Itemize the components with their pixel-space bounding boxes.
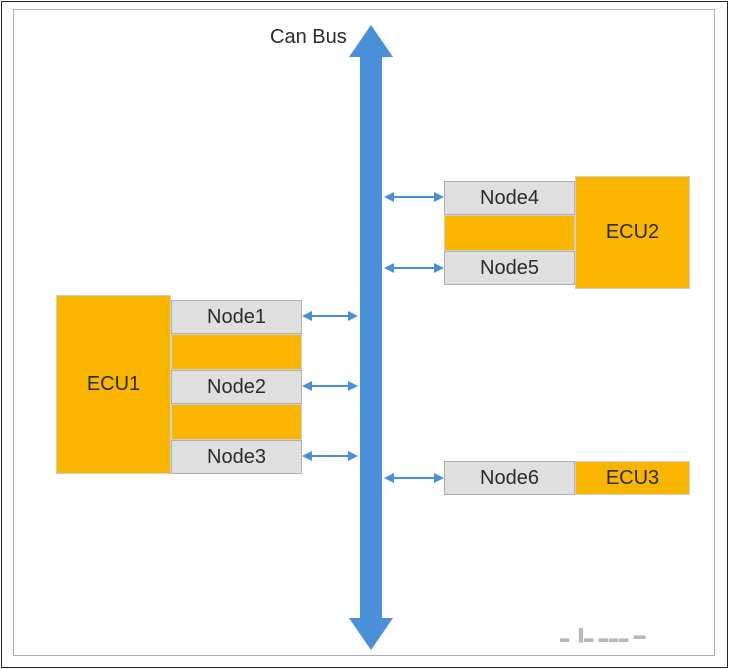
box-ecu1: ECU1 (56, 295, 171, 474)
box-ecu2: ECU2 (575, 176, 690, 289)
box-gap1b (171, 404, 302, 440)
watermark: ▂ ▐▂ ▂▂▂ ▬ (560, 628, 647, 642)
box-gap2 (444, 215, 575, 251)
box-node5: Node5 (444, 251, 575, 285)
box-gap1a (171, 334, 302, 370)
box-node6: Node6 (444, 461, 575, 495)
bus-title: Can Bus (270, 26, 347, 49)
box-node2: Node2 (171, 370, 302, 404)
box-node1: Node1 (171, 300, 302, 334)
box-node3: Node3 (171, 440, 302, 474)
box-ecu3: ECU3 (575, 461, 690, 495)
box-node4: Node4 (444, 181, 575, 215)
